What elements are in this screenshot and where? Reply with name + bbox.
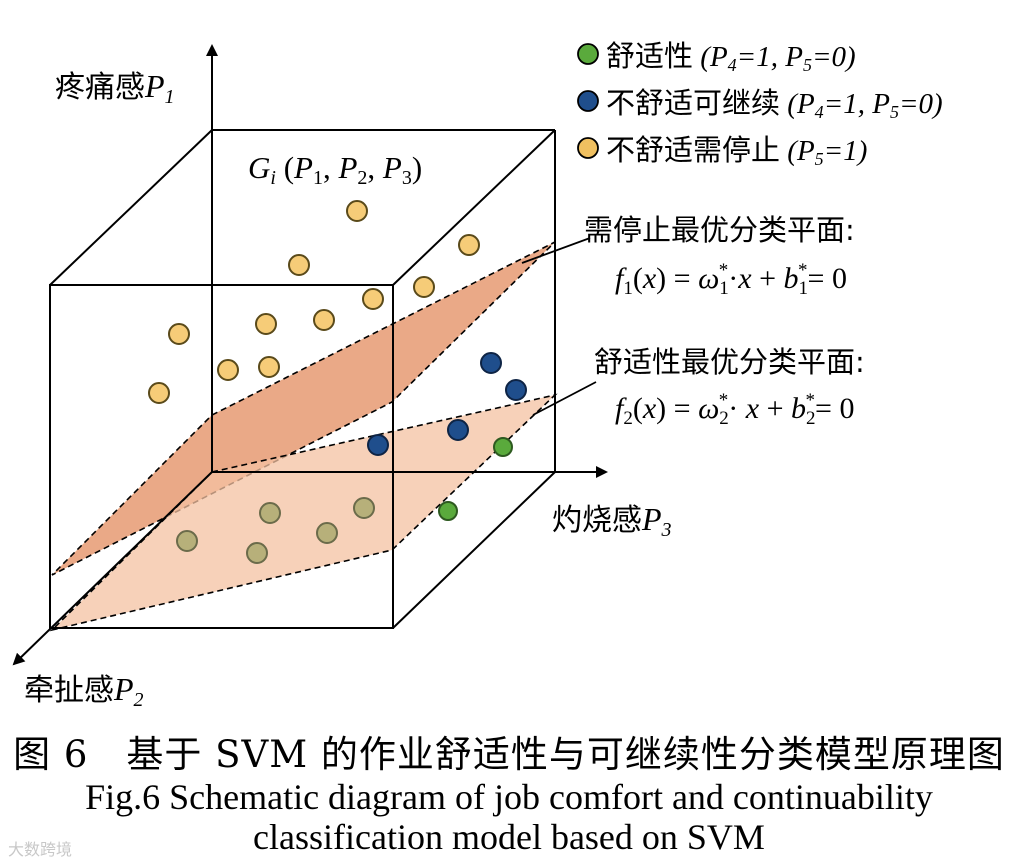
caption-chinese: 图 6 基于 SVM 的作业舒适性与可继续性分类模型原理图	[13, 733, 1005, 776]
axis-p1-label: 疼痛感P1	[55, 68, 175, 108]
svg-text:不舒适需停止 (P5=1): 不舒适需停止 (P5=1)	[606, 133, 867, 169]
stop-plane-formula: f1(x) = ω1*·x + b1*= 0	[615, 260, 847, 299]
comfort-points-muted	[176, 497, 375, 564]
comfort-plane-title: 舒适性最优分类平面:	[594, 345, 865, 379]
legend-marker-yellow	[577, 137, 599, 159]
legend-item-comfort: 舒适性 (P4=1, P5=0)	[577, 39, 856, 75]
svm-classification-diagram: 疼痛感P1 牵扯感P2 灼烧感P3 Gi (P1, P2, P3) 舒适性 (P…	[12, 39, 943, 711]
caption-english-line1: Fig.6 Schematic diagram of job comfort a…	[85, 777, 933, 817]
svg-text:不舒适可继续 (P4=1, P5=0): 不舒适可继续 (P4=1, P5=0)	[606, 86, 943, 122]
point-label: Gi (P1, P2, P3)	[248, 150, 422, 189]
legend-item-stop: 不舒适需停止 (P5=1)	[577, 133, 867, 169]
stop-plane-title: 需停止最优分类平面:	[584, 213, 855, 247]
comfort-plane-leader	[532, 381, 597, 416]
cube-front-edges	[49, 129, 556, 629]
watermark: 大数跨境	[8, 840, 73, 859]
comfort-plane	[49, 393, 558, 632]
caption-english-line2: classification model based on SVM	[253, 817, 765, 857]
svg-text:舒适性 (P4=1, P5=0): 舒适性 (P4=1, P5=0)	[606, 39, 856, 75]
axes	[12, 44, 608, 666]
legend: 舒适性 (P4=1, P5=0) 不舒适可继续 (P4=1, P5=0) 不舒适…	[577, 39, 943, 169]
stop-points	[148, 200, 480, 404]
continue-points	[367, 352, 527, 456]
axis-p2	[12, 471, 213, 666]
comfort-plane-formula: f2(x) = ω2*· x + b2*= 0	[615, 390, 854, 429]
stop-plane-leader	[521, 237, 591, 264]
legend-marker-blue	[577, 90, 599, 112]
axis-p3-label: 灼烧感P3	[552, 501, 672, 541]
legend-marker-green	[577, 43, 599, 65]
axis-p2-label: 牵扯感P2	[24, 671, 144, 711]
comfort-points	[438, 437, 513, 521]
legend-item-continue: 不舒适可继续 (P4=1, P5=0)	[577, 86, 943, 122]
